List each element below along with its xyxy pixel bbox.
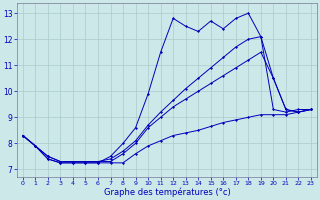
X-axis label: Graphe des températures (°c): Graphe des températures (°c) <box>104 188 230 197</box>
